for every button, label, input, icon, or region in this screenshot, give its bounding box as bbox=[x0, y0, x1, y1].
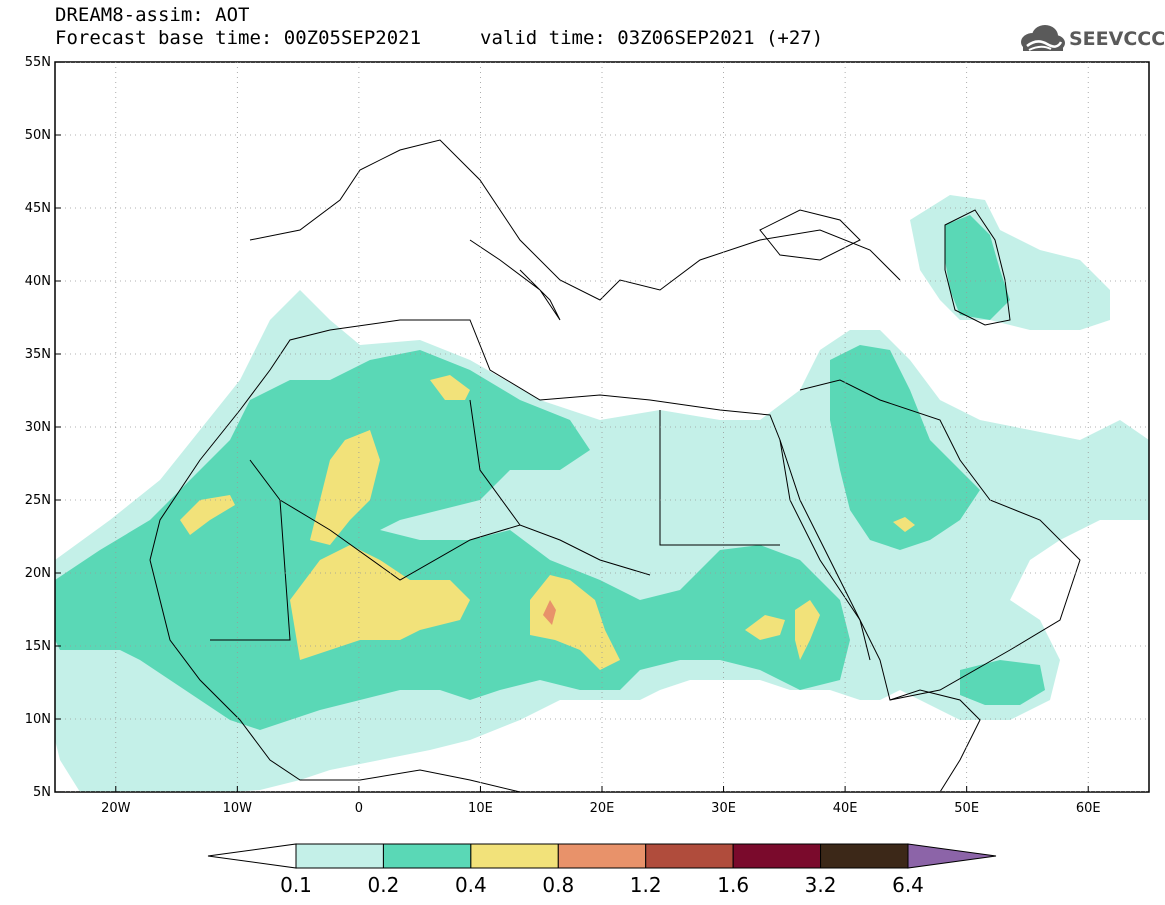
graticule bbox=[55, 62, 1149, 792]
aot-band-yellow-sahel bbox=[290, 545, 470, 660]
colorbar-label: 1.6 bbox=[717, 873, 749, 897]
lat-label: 15N bbox=[25, 639, 51, 654]
border-libya bbox=[469, 399, 521, 526]
coast-arabia bbox=[799, 379, 1081, 701]
colorbar-swatch bbox=[295, 843, 384, 869]
lon-label: 20W bbox=[101, 801, 131, 816]
colorbar-label: 0.1 bbox=[280, 873, 312, 897]
lon-label: 20E bbox=[590, 801, 615, 816]
aot-band-green-caspian bbox=[945, 215, 1010, 320]
colorbar-swatches bbox=[207, 843, 997, 869]
aot-band-yellow-west bbox=[180, 495, 235, 535]
colorbar: 0.1 0.2 0.4 0.8 1.2 1.6 3.2 6.4 bbox=[207, 843, 997, 897]
colorbar-label: 3.2 bbox=[805, 873, 837, 897]
colorbar-label: 0.8 bbox=[542, 873, 574, 897]
border-mali bbox=[210, 459, 291, 641]
aot-contours bbox=[55, 195, 1149, 792]
colorbar-label: 0.4 bbox=[455, 873, 487, 897]
coastlines bbox=[149, 139, 1081, 792]
aot-band-green-west bbox=[55, 350, 850, 730]
colorbar-swatch bbox=[820, 843, 909, 869]
aot-band-yellow-arabia bbox=[893, 517, 915, 532]
coast-europe bbox=[249, 139, 901, 301]
lon-label: 10E bbox=[468, 801, 493, 816]
lon-label: 40E bbox=[833, 801, 858, 816]
border-sahara bbox=[279, 499, 651, 581]
logo-text: SEEVCCC bbox=[1069, 28, 1165, 50]
aot-band-green-aden bbox=[960, 660, 1045, 705]
colorbar-label: 1.2 bbox=[630, 873, 662, 897]
colorbar-label: 0.2 bbox=[368, 873, 400, 897]
aot-band-yellow-algeria bbox=[310, 430, 380, 545]
colorbar-swatch bbox=[732, 843, 822, 869]
latitude-labels: 55N 50N 45N 40N 35N 30N 25N 20N 15N 10N 5N bbox=[25, 55, 61, 800]
coast-africa-west bbox=[149, 559, 521, 792]
lat-label: 30N bbox=[25, 420, 51, 435]
longitude-labels: 20W 10W 0 10E 20E 30E 40E 50E 60E bbox=[101, 786, 1101, 816]
lat-label: 40N bbox=[25, 274, 51, 289]
lat-label: 45N bbox=[25, 201, 51, 216]
lat-label: 20N bbox=[25, 566, 51, 581]
colorbar-swatch bbox=[382, 843, 472, 869]
colorbar-swatch bbox=[557, 843, 647, 869]
coast-blacksea bbox=[759, 209, 861, 261]
lon-label: 0 bbox=[355, 801, 363, 816]
colorbar-swatch bbox=[470, 843, 559, 869]
coast-africa-north bbox=[149, 319, 981, 792]
lon-label: 30E bbox=[711, 801, 736, 816]
lat-label: 25N bbox=[25, 493, 51, 508]
aot-band-yellow-libya bbox=[430, 375, 470, 400]
lat-label: 35N bbox=[25, 347, 51, 362]
aot-band-yellow-eritrea bbox=[795, 600, 820, 660]
aot-map: 55N 50N 45N 40N 35N 30N 25N 20N 15N 10N 5N 20W 10W 0… bbox=[25, 55, 1150, 816]
lat-label: 50N bbox=[25, 128, 51, 143]
border-egypt bbox=[659, 410, 780, 546]
lon-label: 50E bbox=[954, 801, 979, 816]
cloud-icon bbox=[1021, 25, 1065, 51]
logo: SEEVCCC bbox=[1017, 22, 1165, 56]
colorbar-label: 6.4 bbox=[892, 873, 924, 897]
lon-label: 10W bbox=[223, 801, 253, 816]
lat-label: 5N bbox=[33, 785, 51, 800]
aot-band-green-arabia bbox=[830, 345, 980, 550]
coast-italy bbox=[469, 239, 561, 321]
aot-band-yellow-sudan bbox=[745, 615, 785, 640]
coast-redsea bbox=[779, 439, 871, 661]
colorbar-low-tip bbox=[207, 843, 297, 869]
colorbar-labels: 0.1 0.2 0.4 0.8 1.2 1.6 3.2 6.4 bbox=[280, 873, 924, 897]
colorbar-swatch bbox=[645, 843, 734, 869]
aot-band-yellow-chad bbox=[530, 575, 620, 670]
lat-label: 10N bbox=[25, 712, 51, 727]
lat-label: 55N bbox=[25, 55, 51, 70]
coast-caspian bbox=[944, 209, 1011, 326]
valid-time: valid time: 03Z06SEP2021 (+27) bbox=[480, 27, 824, 49]
map-title: DREAM8-assim: AOT bbox=[55, 4, 250, 26]
aot-band-orange-chad bbox=[543, 600, 556, 625]
forecast-base-time: Forecast base time: 00Z05SEP2021 bbox=[55, 27, 422, 49]
lon-label: 60E bbox=[1076, 801, 1101, 816]
colorbar-high-tip bbox=[907, 843, 997, 869]
